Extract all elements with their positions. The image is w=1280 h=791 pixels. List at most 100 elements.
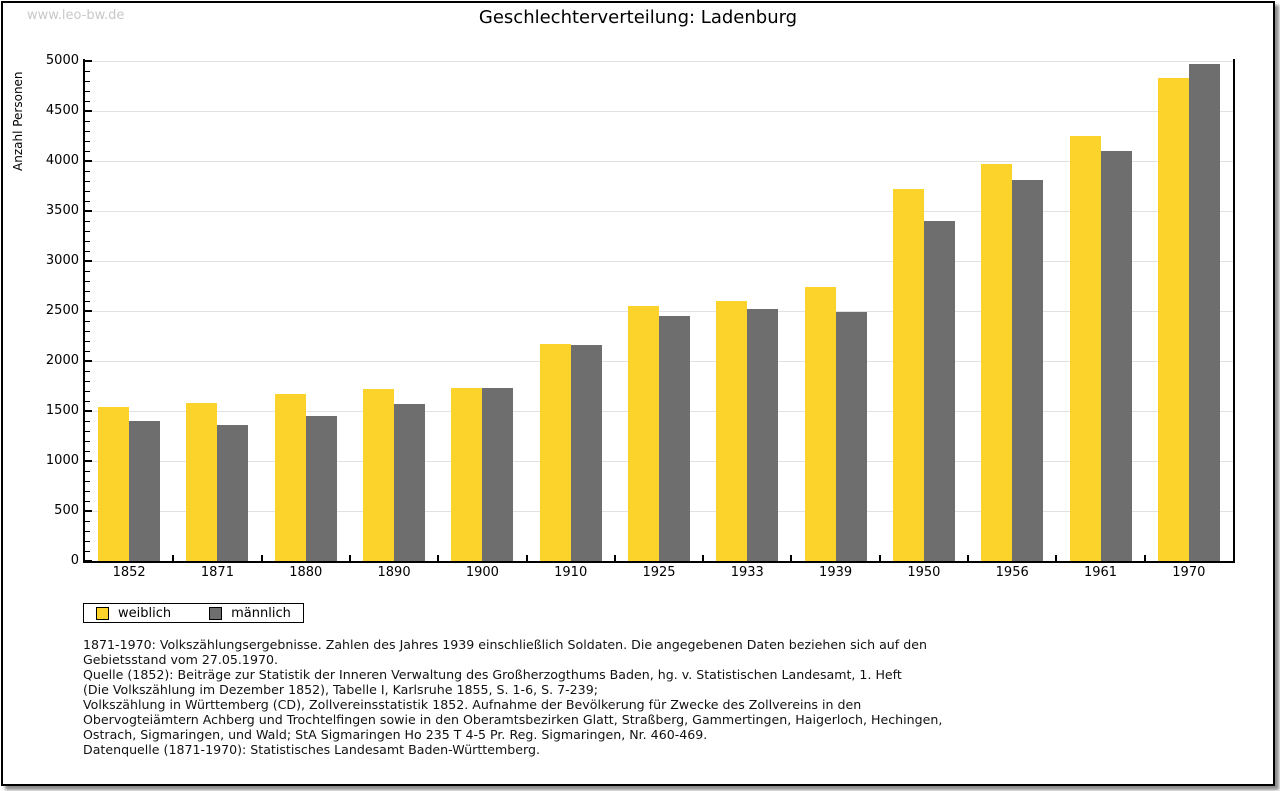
footnotes: 1871-1970: Volkszählungsergebnisse. Zahl… bbox=[83, 637, 943, 742]
x-axis-label-1961: 1961 bbox=[1083, 565, 1118, 580]
gridline bbox=[85, 211, 1233, 212]
y-axis-label-500: 500 bbox=[54, 503, 79, 518]
y-minor-tick bbox=[85, 271, 90, 272]
y-major-tick bbox=[85, 460, 92, 462]
plot-area: 1852 1871 1880 1890 1900 1910 1925 1933 1939 1950… bbox=[3, 3, 1273, 784]
y-axis-label-2500: 2500 bbox=[45, 303, 79, 318]
y-minor-tick bbox=[85, 181, 90, 182]
x-axis-label-1939: 1939 bbox=[819, 565, 853, 580]
legend-swatch-weiblich bbox=[96, 606, 109, 620]
x-boundary-tick bbox=[172, 555, 175, 561]
y-axis-label-3000: 3000 bbox=[45, 253, 79, 268]
bar-weiblich-1956 bbox=[981, 164, 1013, 561]
bar-weiblich-1961 bbox=[1069, 136, 1101, 561]
y-minor-tick bbox=[85, 171, 90, 172]
y-minor-tick bbox=[85, 231, 90, 232]
bar-weiblich-1900 bbox=[451, 387, 483, 561]
y-major-tick bbox=[85, 60, 92, 62]
y-minor-tick bbox=[85, 401, 90, 402]
y-minor-tick bbox=[85, 341, 90, 342]
y-axis-label-0: 0 bbox=[70, 553, 79, 568]
legend-label-weiblich: weiblich bbox=[118, 605, 172, 621]
gridline bbox=[85, 161, 1233, 162]
x-boundary-tick bbox=[260, 555, 263, 561]
y-axis-label-5000: 5000 bbox=[45, 53, 79, 68]
x-boundary-tick bbox=[437, 555, 440, 561]
x-boundary-tick bbox=[1143, 555, 1146, 561]
bar-weiblich-1910 bbox=[539, 344, 571, 561]
y-minor-tick bbox=[85, 201, 90, 202]
bar-männlich-1925 bbox=[659, 316, 690, 561]
y-minor-tick bbox=[85, 391, 90, 392]
bar-weiblich-1925 bbox=[628, 306, 659, 561]
y-major-tick bbox=[85, 360, 92, 362]
y-minor-tick bbox=[85, 471, 90, 472]
y-minor-tick bbox=[85, 351, 90, 352]
bar-weiblich-1950 bbox=[892, 188, 924, 561]
y-minor-tick bbox=[85, 291, 90, 292]
x-boundary-tick bbox=[525, 555, 528, 561]
x-axis-label-1950: 1950 bbox=[907, 565, 941, 580]
y-major-tick bbox=[85, 110, 92, 112]
y-minor-tick bbox=[85, 481, 90, 482]
y-minor-tick bbox=[85, 521, 90, 522]
y-minor-tick bbox=[85, 91, 90, 92]
y-minor-tick bbox=[85, 301, 90, 302]
y-axis-label-1500: 1500 bbox=[45, 403, 79, 418]
x-boundary-tick bbox=[967, 555, 970, 561]
bar-weiblich-1890 bbox=[363, 389, 395, 561]
y-minor-tick bbox=[85, 151, 90, 152]
gridline bbox=[85, 111, 1233, 112]
y-minor-tick bbox=[85, 221, 90, 222]
y-axis-label-4000: 4000 bbox=[45, 153, 79, 168]
bar-männlich-1939 bbox=[835, 312, 867, 561]
x-axis-label-1880: 1880 bbox=[289, 565, 323, 580]
y-minor-tick bbox=[85, 531, 90, 532]
y-minor-tick bbox=[85, 381, 90, 382]
legend-label-maennlich: männlich bbox=[231, 605, 291, 621]
y-minor-tick bbox=[85, 321, 90, 322]
bar-männlich-1933 bbox=[747, 309, 779, 561]
y-minor-tick bbox=[85, 141, 90, 142]
bar-weiblich-1939 bbox=[804, 287, 836, 561]
y-minor-tick bbox=[85, 491, 90, 492]
x-axis-label-1871: 1871 bbox=[200, 565, 234, 580]
y-major-tick bbox=[85, 560, 92, 562]
y-minor-tick bbox=[85, 81, 90, 82]
bar-männlich-1970 bbox=[1188, 64, 1220, 561]
bar-weiblich-1852 bbox=[98, 407, 130, 561]
y-minor-tick bbox=[85, 551, 90, 552]
y-minor-tick bbox=[85, 281, 90, 282]
y-minor-tick bbox=[85, 441, 90, 442]
x-axis-label-1970: 1970 bbox=[1172, 565, 1206, 580]
y-minor-tick bbox=[85, 501, 90, 502]
x-boundary-tick bbox=[790, 555, 793, 561]
y-minor-tick bbox=[85, 101, 90, 102]
y-axis-label-4500: 4500 bbox=[45, 103, 79, 118]
legend: weiblich männlich bbox=[83, 603, 304, 623]
x-boundary-tick bbox=[1055, 555, 1058, 561]
x-axis-label-1933: 1933 bbox=[730, 565, 764, 580]
x-axis-label-1910: 1910 bbox=[554, 565, 588, 580]
y-minor-tick bbox=[85, 121, 90, 122]
bar-weiblich-1871 bbox=[186, 402, 218, 561]
y-major-tick bbox=[85, 310, 92, 312]
bar-männlich-1890 bbox=[394, 403, 426, 561]
y-minor-tick bbox=[85, 541, 90, 542]
x-axis-label-1852: 1852 bbox=[112, 565, 146, 580]
bar-weiblich-1933 bbox=[716, 300, 748, 561]
y-axis-line bbox=[83, 59, 85, 563]
gridline bbox=[85, 61, 1233, 62]
bar-männlich-1956 bbox=[1012, 179, 1044, 561]
x-axis-line bbox=[83, 561, 1235, 563]
right-axis-line bbox=[1233, 59, 1235, 563]
gridline bbox=[85, 261, 1233, 262]
datasource-line: Datenquelle (1871-1970): Statistisches L… bbox=[83, 742, 540, 757]
x-axis-label-1956: 1956 bbox=[995, 565, 1029, 580]
y-minor-tick bbox=[85, 131, 90, 132]
y-major-tick bbox=[85, 210, 92, 212]
y-minor-tick bbox=[85, 371, 90, 372]
bar-männlich-1900 bbox=[482, 387, 514, 561]
